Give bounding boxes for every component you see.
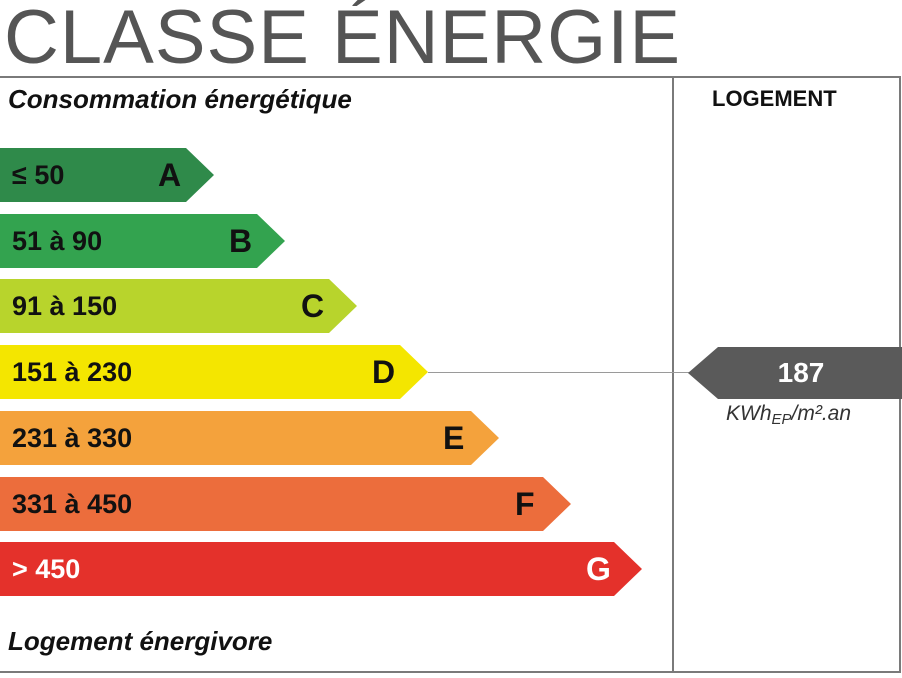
band-fill-b (0, 214, 285, 268)
band-arrow-c (0, 279, 357, 333)
band-range-a: ≤ 50 (12, 160, 65, 190)
dwelling-header: LOGEMENT (712, 86, 837, 111)
band-fill-e (0, 411, 499, 465)
band-range-f: 331 à 450 (12, 489, 133, 519)
band-letter-a: A (158, 157, 182, 193)
band-range-d: 151 à 230 (12, 357, 133, 387)
band-letter-f: F (515, 486, 535, 522)
band-range-b: 51 à 90 (12, 226, 103, 256)
band-letter-b: B (229, 223, 253, 259)
leader-line (428, 372, 690, 373)
unit-sub: EP (771, 411, 792, 428)
consumption-header: Consommation énergétique (8, 84, 352, 114)
band-letter-d: D (372, 354, 396, 390)
band-fill-d (0, 345, 428, 399)
band-fill-a (0, 148, 214, 202)
value-marker: 187 (688, 347, 902, 399)
band-fill-f (0, 477, 571, 531)
band-arrow-e (0, 411, 499, 465)
band-letter-e: E (443, 420, 465, 456)
page-title: CLASSE ÉNERGIE (4, 0, 682, 80)
value-label: 187 (777, 357, 825, 388)
unit-rest: /m².an (791, 402, 852, 425)
band-arrow-f (0, 477, 571, 531)
unit-main: KWh (726, 402, 772, 425)
band-range-c: 91 à 150 (12, 291, 118, 321)
energy-band-a: ≤ 50 A (0, 148, 214, 202)
band-letter-c: C (301, 288, 325, 324)
value-arrow-shape (688, 347, 902, 399)
band-arrow-g (0, 542, 642, 596)
band-arrow-d (0, 345, 428, 399)
band-range-g: > 450 (12, 554, 81, 584)
energy-band-g: > 450 G (0, 542, 642, 596)
unit-label: KWhEP/m².an (726, 402, 851, 428)
energy-band-d: 151 à 230 D (0, 345, 428, 399)
band-arrow-a (0, 148, 214, 202)
column-divider (672, 76, 674, 673)
band-arrow-b (0, 214, 285, 268)
energy-band-b: 51 à 90 B (0, 214, 285, 268)
energy-band-f: 331 à 450 F (0, 477, 571, 531)
energy-band-c: 91 à 150 C (0, 279, 357, 333)
band-fill-g (0, 542, 642, 596)
band-letter-g: G (586, 551, 611, 587)
energy-band-e: 231 à 330 E (0, 411, 499, 465)
band-range-e: 231 à 330 (12, 423, 133, 453)
band-fill-c (0, 279, 357, 333)
energivore-footer: Logement énergivore (8, 626, 273, 656)
